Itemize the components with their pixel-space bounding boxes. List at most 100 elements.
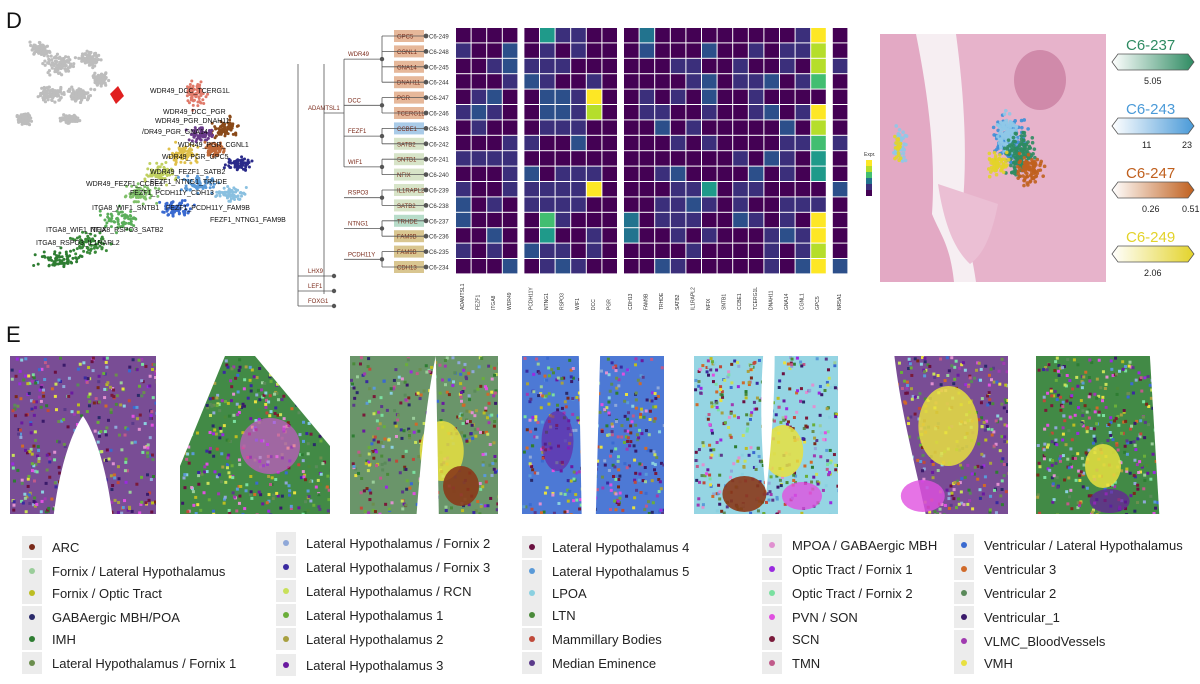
umap-cell	[181, 147, 185, 151]
slice-spot	[20, 358, 24, 362]
slice-spot	[625, 494, 629, 498]
slice-spot	[660, 366, 664, 370]
heatmap-cell	[717, 182, 733, 197]
slice-spot	[746, 369, 750, 373]
slice-spot	[103, 430, 107, 434]
slice-spot	[818, 424, 822, 428]
heatmap-cell	[502, 28, 518, 43]
spatial-dot	[1006, 157, 1011, 162]
slice-spot	[50, 387, 54, 391]
slice-spot	[121, 505, 125, 509]
slice-spot	[12, 503, 16, 507]
slice-spot	[257, 417, 261, 421]
slice-spot	[18, 382, 22, 386]
tree-leaf-gene: SATB2	[397, 204, 416, 210]
slice-spot	[62, 385, 66, 389]
spatial-dot	[1010, 132, 1015, 136]
slice-spot	[386, 472, 390, 476]
umap-cell	[191, 128, 195, 132]
slice-spot	[719, 438, 723, 442]
slice-spot	[50, 497, 54, 501]
umap-bg-cell	[32, 46, 36, 50]
tree-leaf-node	[423, 126, 429, 131]
slice-spot	[293, 491, 297, 495]
slice-spot	[417, 429, 421, 433]
umap-bg-cell	[93, 80, 97, 85]
heatmap-column-label: TCERG1L	[753, 287, 759, 310]
heatmap-cell	[456, 228, 471, 243]
spatial-dot	[986, 167, 991, 171]
slice-spot	[44, 481, 48, 485]
slice-spot	[104, 387, 108, 391]
heatmap-cell	[624, 228, 639, 243]
slice-spot	[801, 437, 805, 441]
spatial-dot	[1004, 150, 1009, 155]
slice-spot	[147, 498, 151, 502]
slice-spot	[255, 393, 259, 397]
slice-spot	[626, 401, 630, 405]
slice-spot	[269, 513, 273, 514]
slice-spot	[492, 441, 496, 445]
slice-spot	[39, 510, 43, 514]
umap-bg-cell	[67, 115, 71, 119]
umap-cell	[106, 212, 110, 216]
tree-leaf-gene: FAM9B	[397, 235, 417, 241]
heatmap-cell	[502, 197, 518, 212]
heatmap-cell	[733, 182, 748, 197]
slice-spot	[34, 438, 38, 442]
slice-spot	[245, 483, 249, 487]
slice-spot	[706, 468, 710, 472]
umap-cell	[137, 187, 141, 191]
slice-spot	[822, 438, 826, 442]
umap-cell	[210, 142, 214, 146]
umap-cell	[196, 145, 200, 149]
heatmap-cell	[571, 28, 586, 43]
slice-spot	[754, 467, 758, 471]
slice-spot	[355, 375, 359, 379]
heatmap-cell	[686, 228, 701, 243]
slice-spot	[181, 501, 185, 505]
slice-spot	[269, 379, 273, 383]
umap-bg-cell	[75, 88, 79, 93]
umap-bg-cell	[55, 94, 59, 98]
slice-spot	[418, 397, 422, 401]
slice-spot	[776, 396, 780, 400]
slice-spot	[389, 391, 393, 395]
slice-spot	[407, 434, 411, 438]
slice-spot	[372, 412, 376, 416]
heatmap-cell	[624, 28, 639, 43]
heatmap-cell	[717, 243, 733, 258]
spatial-dot	[1016, 171, 1020, 176]
slice-spot	[481, 431, 485, 435]
slice-spot	[185, 473, 189, 477]
umap-cell	[145, 173, 149, 177]
slice-spot	[208, 450, 212, 454]
slice-spot	[774, 413, 778, 417]
heatmap-cell	[811, 89, 826, 104]
heatmap-cell	[555, 135, 571, 151]
spatial-dot	[1019, 118, 1024, 123]
slice-spot	[371, 480, 375, 484]
umap-bg-cell	[97, 53, 101, 57]
heatmap-cell	[624, 259, 639, 274]
slice-spot	[702, 444, 706, 448]
slice-spot	[459, 382, 463, 386]
umap-cell	[36, 262, 40, 266]
slice-spot	[412, 416, 416, 420]
slice-spot	[268, 394, 272, 398]
slice-spot	[825, 407, 829, 411]
slice-spot	[255, 513, 259, 514]
slice-spot	[813, 447, 817, 451]
umap-cell	[187, 148, 191, 152]
slice-spot	[611, 463, 615, 467]
heatmap-cell	[832, 74, 848, 89]
heatmap-cell	[555, 228, 571, 243]
slice-spot	[116, 481, 120, 485]
umap-cell	[160, 177, 164, 181]
slice-spot	[112, 473, 116, 477]
slice-spot	[23, 496, 27, 500]
slice-spot	[715, 440, 719, 444]
slice-spot	[427, 369, 431, 373]
tree-leaf-gene: CCBE1	[397, 127, 418, 133]
slice-spot	[734, 445, 738, 449]
